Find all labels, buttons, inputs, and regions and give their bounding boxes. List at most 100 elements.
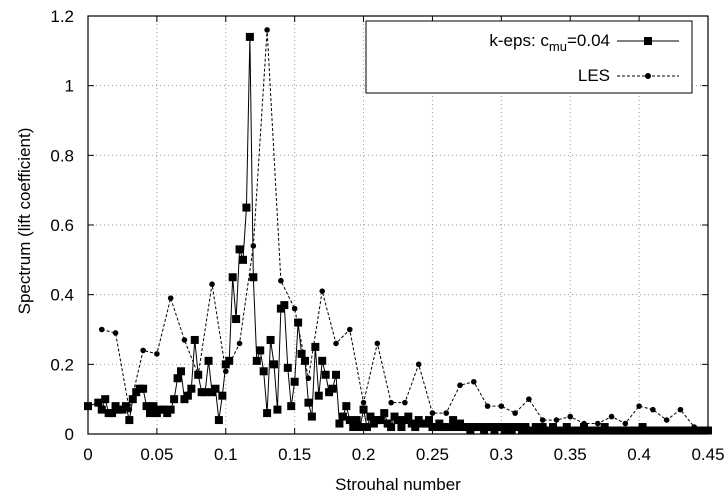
data-point bbox=[356, 423, 365, 432]
data-point bbox=[305, 375, 312, 382]
data-point bbox=[232, 315, 241, 324]
data-point bbox=[209, 281, 215, 288]
data-point bbox=[256, 346, 265, 355]
data-point bbox=[142, 402, 151, 411]
data-point bbox=[121, 402, 130, 411]
legend-label-k-eps: k-eps: cmu=0.04 bbox=[489, 31, 610, 54]
x-tick-label: 0.4 bbox=[627, 445, 651, 464]
data-point bbox=[183, 391, 192, 400]
tick-layer: 0 0.05 0.1 0.15 0.2 0.25 0.3 0.35 0.4 0.45 0 0.2 0.4… bbox=[50, 7, 724, 464]
data-point bbox=[108, 409, 117, 418]
data-point bbox=[264, 27, 270, 33]
data-point bbox=[526, 396, 532, 402]
data-point bbox=[346, 326, 353, 333]
data-point bbox=[245, 32, 254, 41]
data-point bbox=[622, 420, 629, 427]
legend-marker-les bbox=[645, 73, 651, 79]
data-point bbox=[677, 406, 684, 413]
data-point bbox=[380, 409, 389, 418]
data-point bbox=[263, 409, 272, 418]
data-point bbox=[146, 409, 154, 418]
legend-label-k-eps-main: k-eps: c bbox=[489, 31, 549, 50]
data-point bbox=[218, 391, 227, 400]
data-point bbox=[394, 416, 402, 425]
data-point bbox=[98, 326, 105, 333]
data-point bbox=[166, 405, 175, 414]
data-point bbox=[187, 384, 196, 393]
data-point bbox=[512, 410, 518, 416]
data-point bbox=[290, 377, 299, 386]
data-point bbox=[304, 398, 313, 407]
legend-label-les: LES bbox=[578, 66, 610, 85]
data-point bbox=[140, 347, 146, 354]
data-point bbox=[252, 356, 261, 365]
data-point bbox=[404, 412, 413, 421]
data-point bbox=[470, 378, 477, 385]
data-point bbox=[195, 371, 202, 378]
data-point bbox=[307, 412, 316, 421]
x-tick-label: 0.05 bbox=[140, 445, 173, 464]
data-point bbox=[201, 388, 210, 397]
data-point bbox=[387, 423, 396, 432]
y-axis-label: Spectrum (lift coefficient) bbox=[15, 128, 34, 315]
data-point bbox=[266, 335, 275, 344]
data-point bbox=[349, 423, 358, 432]
x-tick-label: 0 bbox=[83, 445, 92, 464]
data-point bbox=[126, 406, 133, 413]
data-point bbox=[287, 402, 296, 411]
data-point bbox=[388, 399, 394, 406]
data-point bbox=[457, 382, 463, 389]
data-point bbox=[204, 356, 213, 365]
legend-label-k-eps-tail: =0.04 bbox=[567, 31, 610, 50]
legend: k-eps: cmu=0.04 LES bbox=[365, 20, 693, 94]
data-point bbox=[319, 288, 326, 294]
legend-marker-k-eps bbox=[644, 37, 652, 45]
data-point bbox=[236, 340, 243, 347]
x-tick-label: 0.1 bbox=[214, 445, 238, 464]
data-point bbox=[280, 301, 289, 310]
data-point bbox=[445, 423, 454, 432]
x-tick-label: 0.15 bbox=[278, 445, 311, 464]
y-tick-label: 0.4 bbox=[50, 286, 74, 305]
legend-box bbox=[365, 20, 693, 94]
data-point bbox=[449, 416, 458, 425]
x-axis-label: Strouhal number bbox=[335, 475, 461, 494]
y-tick-label: 0.6 bbox=[50, 216, 74, 235]
data-point bbox=[235, 245, 244, 254]
data-point bbox=[484, 403, 491, 409]
data-point bbox=[539, 417, 546, 423]
data-point bbox=[663, 417, 670, 423]
data-point bbox=[321, 370, 330, 379]
data-point bbox=[338, 412, 347, 421]
data-point bbox=[359, 405, 368, 414]
data-point bbox=[335, 419, 344, 428]
y-tick-label: 0 bbox=[65, 425, 74, 444]
data-point bbox=[270, 360, 278, 369]
data-point bbox=[173, 374, 182, 383]
data-point bbox=[283, 363, 292, 372]
series-les bbox=[98, 27, 711, 434]
data-point bbox=[297, 349, 306, 358]
data-point bbox=[402, 399, 408, 406]
data-point bbox=[273, 405, 282, 414]
data-point bbox=[101, 395, 110, 404]
data-point bbox=[278, 277, 284, 284]
data-point bbox=[112, 330, 119, 336]
data-point bbox=[374, 340, 381, 347]
data-point bbox=[128, 395, 137, 404]
data-point bbox=[636, 403, 642, 409]
data-point bbox=[125, 416, 134, 425]
data-point bbox=[567, 413, 574, 420]
data-point bbox=[425, 416, 433, 425]
data-point bbox=[149, 402, 158, 411]
data-point bbox=[345, 416, 354, 425]
data-point bbox=[328, 384, 337, 393]
y-tick-label: 0.8 bbox=[50, 146, 74, 165]
data-point bbox=[650, 406, 656, 413]
data-point bbox=[190, 335, 199, 344]
data-point bbox=[360, 399, 367, 406]
x-tick-label: 0.35 bbox=[554, 445, 587, 464]
data-point bbox=[311, 342, 320, 351]
data-point bbox=[332, 370, 340, 379]
